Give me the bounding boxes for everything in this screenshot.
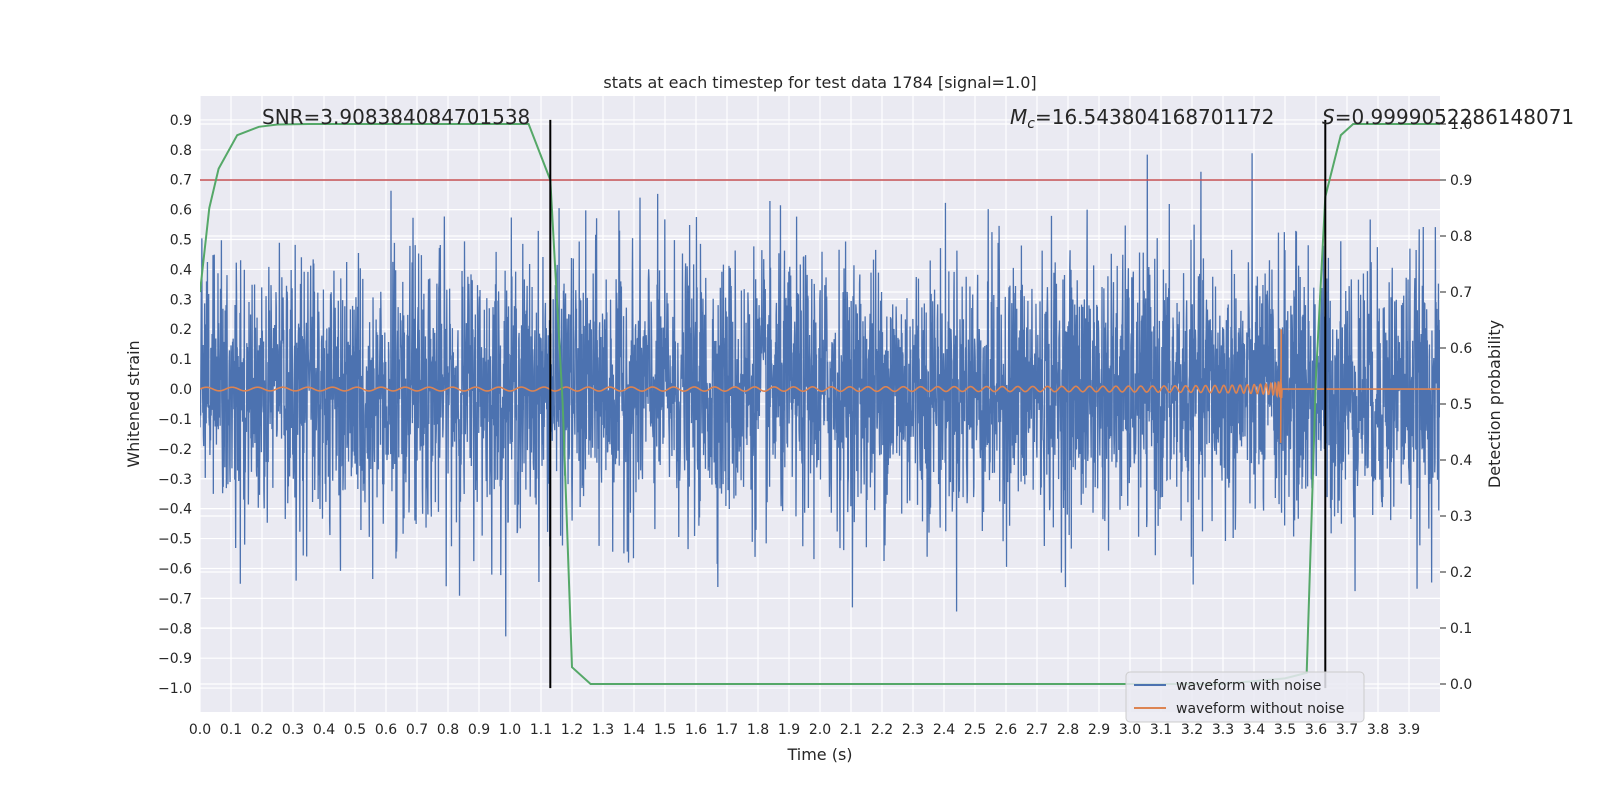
x-tick-label: 2.7: [1026, 722, 1048, 738]
y2-tick-label: 0.0: [1450, 677, 1472, 693]
chart-title: stats at each timestep for test data 178…: [603, 73, 1036, 92]
legend-label-clean: waveform without noise: [1176, 701, 1344, 717]
vertical-markers: [549, 119, 1327, 689]
x-axis-label: Time (s): [786, 745, 852, 764]
y-tick-label: 0.3: [170, 292, 192, 308]
x-tick-label: 3.0: [1119, 722, 1141, 738]
x-tick-label: 1.3: [592, 722, 614, 738]
s-value: =0.9999052286148071: [1335, 105, 1574, 129]
x-tick-label: 2.9: [1088, 722, 1110, 738]
x-tick-label: 1.1: [530, 722, 552, 738]
mc-value: =16.543804168701172: [1035, 105, 1274, 129]
y-tick-label: 0.1: [170, 352, 192, 368]
x-tick-label: 3.3: [1212, 722, 1234, 738]
x-tick-label: 3.8: [1367, 722, 1389, 738]
x-tick-label: 0.6: [375, 722, 397, 738]
legend: waveform with noise waveform without noi…: [1125, 671, 1365, 723]
y2-tick-label: 0.1: [1450, 621, 1472, 637]
y-axis-ticks: −1.0 −0.9 −0.8 −0.7 −0.6 −0.5 −0.4 −0.3 −0.2 −0.1…: [158, 113, 192, 697]
x-tick-label: 3.6: [1305, 722, 1327, 738]
y-tick-label: −0.8: [158, 621, 192, 637]
y-tick-label: −0.7: [158, 591, 192, 607]
x-tick-label: 0.9: [468, 722, 490, 738]
x-tick-label: 1.4: [623, 722, 645, 738]
y2-tick-label: 0.2: [1450, 565, 1472, 581]
mc-subscript: c: [1027, 116, 1035, 132]
x-tick-label: 2.2: [871, 722, 893, 738]
y-tick-label: 0.2: [170, 322, 192, 338]
mc-annotation: Mc=16.543804168701172: [1010, 105, 1274, 132]
probability-line: [200, 123, 1440, 685]
y-tick-label: −0.6: [158, 561, 192, 577]
series-waveform-without-noise: [200, 329, 1440, 443]
legend-label-noise: waveform with noise: [1176, 678, 1321, 694]
s-annotation: S=0.9999052286148071: [1322, 105, 1574, 129]
x-tick-label: 3.7: [1336, 722, 1358, 738]
y2-tick-label: 0.5: [1450, 397, 1472, 413]
series-detection-probability: [200, 123, 1440, 685]
y2-tick-label: 0.7: [1450, 285, 1472, 301]
x-tick-label: 3.5: [1274, 722, 1296, 738]
x-tick-label: 1.6: [685, 722, 707, 738]
noise-line: [200, 153, 1440, 637]
y-tick-label: −0.1: [158, 412, 192, 428]
x-axis-ticks: 0.0 0.1 0.2 0.3 0.4 0.5 0.6 0.7 0.8 0.9 1.0 1.1 1.2 1…: [189, 722, 1420, 738]
x-tick-label: 0.3: [282, 722, 304, 738]
y2-tick-label: 0.3: [1450, 509, 1472, 525]
y2-axis-label: Detection probability: [1485, 320, 1504, 488]
x-tick-label: 0.2: [251, 722, 273, 738]
y-tick-label: 0.6: [170, 203, 192, 219]
y-tick-label: −0.4: [158, 502, 192, 518]
x-tick-label: 1.9: [778, 722, 800, 738]
x-tick-label: 3.2: [1181, 722, 1203, 738]
x-tick-label: 0.7: [406, 722, 428, 738]
y2-tick-label: 1.0: [1450, 117, 1472, 133]
x-tick-label: 3.1: [1150, 722, 1172, 738]
x-tick-label: 2.0: [809, 722, 831, 738]
x-tick-label: 3.9: [1398, 722, 1420, 738]
x-tick-label: 1.5: [654, 722, 676, 738]
x-tick-label: 0.8: [437, 722, 459, 738]
y2-axis-ticks: 0.0 0.1 0.2 0.3 0.4 0.5 0.6 0.7 0.8 0.9 1.0: [1440, 117, 1472, 693]
x-tick-label: 2.3: [902, 722, 924, 738]
x-tick-label: 0.5: [344, 722, 366, 738]
mc-symbol: M: [1010, 105, 1027, 129]
x-tick-label: 3.4: [1243, 722, 1265, 738]
s-symbol: S: [1322, 105, 1335, 129]
x-tick-label: 1.8: [747, 722, 769, 738]
y2-tick-label: 0.8: [1450, 229, 1472, 245]
y2-tick-label: 0.4: [1450, 453, 1472, 469]
x-tick-label: 1.7: [716, 722, 738, 738]
x-tick-label: 2.4: [933, 722, 955, 738]
y-tick-label: −0.5: [158, 532, 192, 548]
y-tick-label: 0.8: [170, 143, 192, 159]
x-tick-label: 0.0: [189, 722, 211, 738]
y-tick-label: 0.0: [170, 382, 192, 398]
x-tick-label: 1.2: [561, 722, 583, 738]
snr-annotation: SNR=3.908384084701538: [262, 105, 530, 129]
y-tick-label: 0.9: [170, 113, 192, 129]
legend-box: [1125, 671, 1365, 723]
x-tick-label: 0.1: [220, 722, 242, 738]
series-waveform-with-noise: [200, 153, 1440, 637]
y-tick-label: −1.0: [158, 681, 192, 697]
x-tick-label: 2.1: [840, 722, 862, 738]
x-tick-label: 0.4: [313, 722, 335, 738]
y-tick-label: −0.3: [158, 472, 192, 488]
y-tick-label: 0.5: [170, 233, 192, 249]
x-tick-label: 2.6: [995, 722, 1017, 738]
y2-tick-label: 0.6: [1450, 341, 1472, 357]
x-tick-label: 1.0: [499, 722, 521, 738]
y-tick-label: −0.9: [158, 651, 192, 667]
chirp-line: [200, 329, 1440, 443]
x-tick-label: 2.5: [964, 722, 986, 738]
y-tick-label: 0.7: [170, 173, 192, 189]
y2-tick-label: 0.9: [1450, 173, 1472, 189]
y-axis-label: Whitened strain: [124, 340, 143, 467]
y-tick-label: −0.2: [158, 442, 192, 458]
x-tick-label: 2.8: [1057, 722, 1079, 738]
y-tick-label: 0.4: [170, 262, 192, 278]
